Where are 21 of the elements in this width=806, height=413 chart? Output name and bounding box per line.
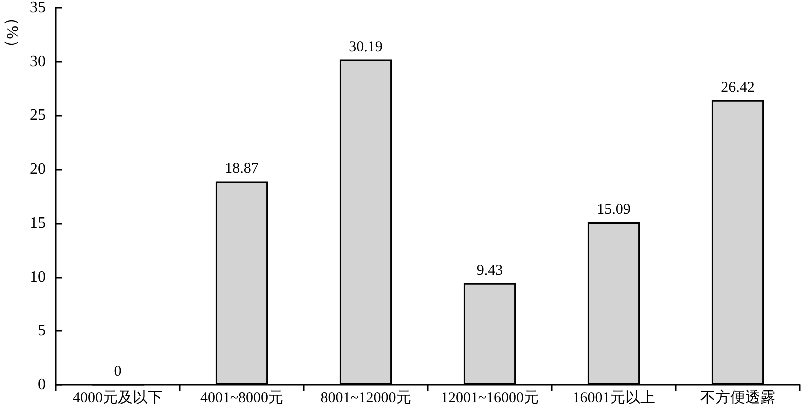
data-label: 15.09: [597, 202, 631, 218]
data-label: 0: [114, 364, 122, 380]
data-label: 9.43: [476, 262, 504, 279]
x-tick-label: 4001~8000元: [200, 390, 284, 406]
data-label: 30.19: [349, 39, 383, 56]
y-tick-label: 20: [30, 161, 46, 178]
y-tick-label: 30: [30, 53, 46, 70]
y-axis-title: （%）: [4, 10, 20, 56]
y-tick-label: 5: [38, 322, 46, 340]
y-tick-label: 15: [30, 214, 46, 232]
x-tick-label: 不方便透露: [700, 390, 776, 406]
data-label: 26.42: [721, 80, 755, 96]
x-tick-label: 8001~12000元: [320, 390, 412, 406]
x-tick-label: 16001元以上: [572, 390, 656, 406]
x-tick-label: 12001~16000元: [440, 390, 540, 406]
y-tick-label: 25: [30, 107, 46, 124]
data-label: 18.87: [225, 161, 260, 178]
y-tick-label: 10: [30, 268, 46, 286]
x-tick-label: 4000元及以下: [73, 390, 163, 406]
y-tick-label: 35: [30, 0, 46, 16]
y-tick-label: 0: [38, 376, 46, 394]
